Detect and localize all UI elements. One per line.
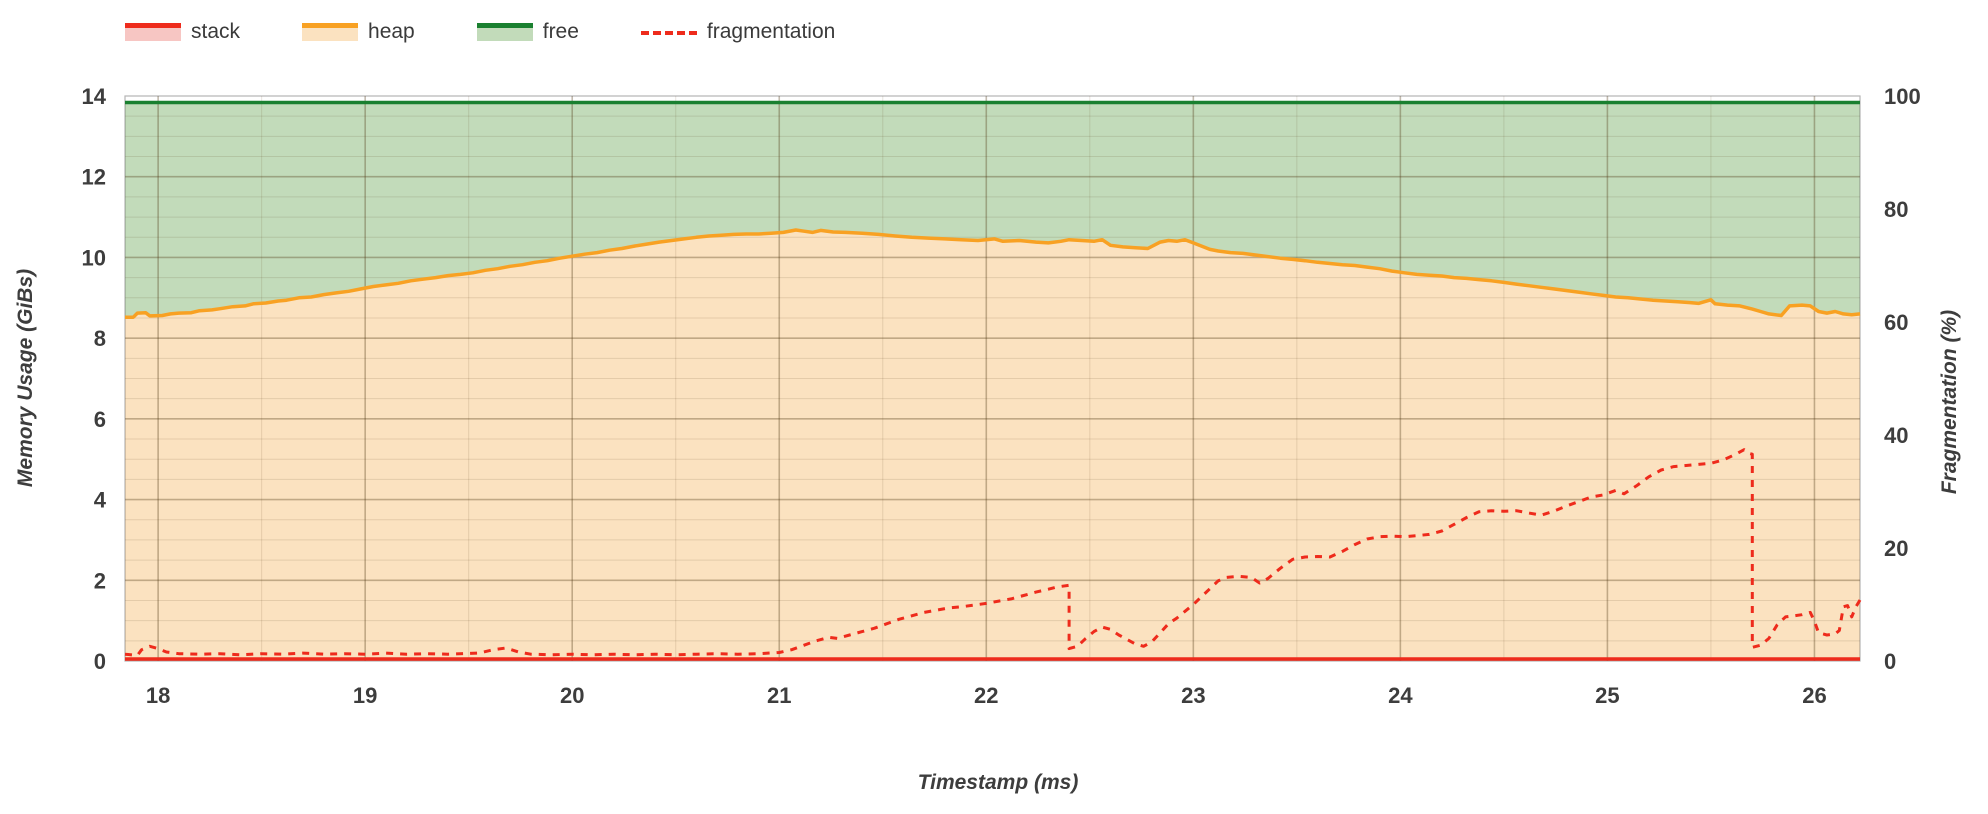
left-axis-title: Memory Usage (GiBs) (14, 269, 37, 487)
x-tick-label: 18 (146, 683, 170, 708)
heap-area-swatch-icon (302, 23, 359, 41)
x-axis-title: Timestamp (ms) (918, 771, 1079, 794)
free-area-swatch-icon (476, 23, 533, 41)
y-left-tick-label: 4 (94, 488, 107, 513)
legend-label-fragmentation: fragmentation (706, 20, 836, 43)
legend-label-heap: heap (368, 20, 415, 43)
y-right-tick-label: 100 (1884, 84, 1921, 109)
y-left-tick-label: 12 (82, 165, 106, 190)
y-left-tick-label: 10 (82, 245, 106, 270)
x-tick-label: 23 (1181, 683, 1205, 708)
y-right-tick-label: 80 (1884, 197, 1908, 222)
fragmentation-dashed-swatch-icon (640, 30, 697, 35)
x-tick-label: 25 (1595, 683, 1619, 708)
legend-item-fragmentation[interactable]: fragmentation (640, 20, 836, 44)
y-left-tick-label: 0 (94, 649, 106, 674)
legend: stack heap free fragmentation (125, 20, 835, 44)
y-left-tick-label: 6 (94, 407, 106, 432)
y-right-tick-label: 20 (1884, 536, 1908, 561)
stack-area-swatch-icon (125, 23, 181, 41)
x-tick-label: 19 (353, 683, 377, 708)
legend-label-stack: stack (191, 20, 241, 43)
legend-label-free: free (542, 20, 579, 43)
x-tick-label: 21 (767, 683, 791, 708)
legend-item-heap[interactable]: heap (302, 20, 415, 44)
legend-item-stack[interactable]: stack (125, 20, 240, 44)
fragmentation-series-line (124, 448, 1862, 657)
y-right-tick-label: 40 (1884, 423, 1908, 448)
x-tick-label: 26 (1802, 683, 1826, 708)
y-left-tick-label: 14 (82, 84, 107, 109)
x-tick-label: 20 (560, 683, 584, 708)
right-axis-title: Fragmentation (%) (1938, 310, 1961, 494)
x-tick-label: 22 (974, 683, 998, 708)
legend-item-free[interactable]: free (476, 20, 579, 44)
x-tick-label: 24 (1388, 683, 1413, 708)
y-left-tick-label: 8 (94, 326, 106, 351)
y-right-tick-label: 60 (1884, 310, 1908, 335)
y-right-tick-label: 0 (1884, 649, 1896, 674)
heap-series-line (125, 228, 1861, 319)
y-left-tick-label: 2 (94, 568, 106, 593)
